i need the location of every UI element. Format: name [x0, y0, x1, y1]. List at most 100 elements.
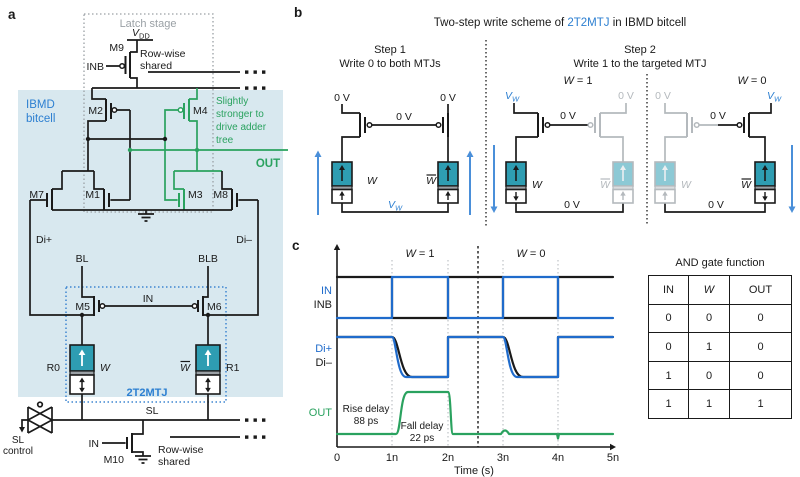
sl-row-wires — [21, 394, 240, 456]
v0-label-inactive: 0 V — [655, 90, 671, 102]
truth-table-row: 1 0 0 — [648, 360, 792, 391]
transistor-m4-m3 — [178, 99, 190, 210]
m9-label: M9 — [109, 42, 124, 54]
fall-delay-label: Fall delay — [401, 421, 444, 432]
fall-delay-value: 22 ps — [410, 433, 434, 444]
panel-b-title: Two-step write scheme of 2T2MTJ in IBMD … — [434, 17, 686, 29]
node-dot-green — [194, 147, 200, 153]
ellipsis-bottom-icon — [245, 418, 266, 439]
v0-rail-label: 0 V — [708, 199, 724, 211]
inb-label: INB — [86, 61, 104, 73]
and-gate-truth-table: AND gate function IN W OUT 0 0 0 0 1 0 1… — [642, 257, 798, 419]
m5-gate-bubble-icon — [99, 302, 106, 310]
truth-table-title: AND gate function — [675, 257, 765, 269]
waveform-inb — [335, 275, 615, 320]
step1-title: Step 1 — [374, 44, 406, 56]
w1-region-label: W = 1 — [405, 248, 434, 260]
x-tick-0: 0 — [334, 452, 340, 464]
cell: 1 — [688, 389, 730, 419]
waveform-out — [335, 390, 615, 440]
x-tick-3n: 3n — [497, 452, 509, 464]
transistor-m5-m6 — [93, 296, 204, 316]
vw-label: VW — [767, 90, 782, 104]
panel-a: a Latch stage VDD M9 INB Row-wise shared… — [3, 7, 288, 468]
node-dot — [85, 136, 91, 142]
ibmd-label-1: IBMD — [26, 99, 55, 111]
note-line-1: Slightly — [216, 96, 248, 107]
blb-label: BLB — [198, 253, 218, 265]
x-tick-1n: 1n — [386, 452, 398, 464]
di-minus-label: Di– — [236, 234, 252, 246]
m7-label: M7 — [29, 189, 44, 201]
truth-table-row: 0 1 0 — [648, 332, 792, 362]
v0-rail-label: 0 V — [564, 199, 580, 211]
transistor-m7-m1-m8 — [46, 189, 238, 210]
panel-c-label: c — [292, 238, 300, 253]
step2-title: Step 2 — [624, 44, 656, 56]
w-label: W — [100, 362, 111, 374]
m6-label: M6 — [207, 301, 222, 313]
gate-bubble-icon — [435, 121, 442, 129]
row-shared-rails-top — [92, 71, 240, 89]
arrow-down-icon — [788, 206, 796, 213]
v0-gate-label: 0 V — [396, 111, 412, 123]
w0-region-label: W = 0 — [516, 248, 545, 260]
v0-label: 0 V — [440, 92, 456, 104]
bl-label: BL — [76, 253, 89, 265]
latch-stage-box — [83, 13, 214, 213]
w-bar-label: W — [426, 175, 437, 187]
v0-label: 0 V — [334, 92, 350, 104]
note-line-3: drive adder — [216, 122, 267, 133]
gate-bubble-icon — [736, 121, 743, 129]
m5-label: M5 — [75, 301, 90, 313]
gate-bubble-icon — [366, 121, 373, 129]
ibmd-bitcell-background — [18, 90, 283, 397]
x-tick-5n: 5n — [607, 452, 619, 464]
rise-delay-value: 88 ps — [354, 416, 378, 427]
th-in: IN — [648, 275, 689, 305]
m2-label: M2 — [88, 105, 103, 117]
panel-c: c W = 1 W = 0 IN INB Di+ Di– OUT Rise de… — [292, 238, 619, 477]
cell: 1 — [688, 332, 730, 362]
m3-label: M3 — [188, 189, 203, 201]
m7-m1-m8-wires — [30, 170, 258, 214]
waveform-di-minus — [335, 335, 615, 379]
arrow-down-icon — [490, 206, 498, 213]
cell: 0 — [688, 360, 730, 391]
cell: 1 — [648, 389, 689, 419]
vw-label: VW — [505, 90, 520, 104]
transistor-m2 — [105, 99, 112, 121]
mtj-w-bar — [437, 161, 459, 204]
cell: 1 — [648, 360, 689, 391]
mtj-w-inactive — [654, 161, 676, 204]
di-plus-label: Di+ — [36, 234, 52, 246]
cell: 0 — [688, 303, 730, 334]
m4-m3-out-wires — [130, 88, 288, 201]
mtj-fixed-arrow-icon — [204, 349, 212, 355]
note-line-2: stronger to — [216, 109, 264, 120]
w-bar-label-inactive: W — [600, 179, 611, 191]
v0-gate-label: 0 V — [560, 110, 576, 122]
panel-a-label: a — [8, 7, 16, 22]
node-dot-green — [127, 147, 133, 153]
mtj-free-arrow-icon — [79, 377, 85, 393]
m9-wires — [106, 39, 153, 88]
m2-gate-bubble-icon — [111, 106, 118, 114]
vdd-label: VDD — [132, 27, 150, 41]
ibmd-label-2: bitcell — [26, 113, 55, 125]
cell: 1 — [729, 389, 792, 419]
mtj-w-bar-inactive — [612, 161, 634, 204]
mtj-free-arrow-icon — [205, 377, 211, 393]
di-plus-signal-label: Di+ — [315, 343, 332, 355]
axes — [336, 248, 612, 448]
di-lines — [29, 200, 259, 316]
x-axis-label: Time (s) — [454, 465, 494, 477]
waveform-in — [335, 275, 615, 320]
m2-m1-wires — [87, 88, 165, 201]
w-bar-label: W — [741, 179, 752, 191]
transistor-m9 — [124, 52, 131, 78]
truth-table-row: 0 0 0 — [648, 303, 792, 334]
node-dot — [79, 312, 85, 318]
waveform-di-plus — [335, 335, 615, 379]
